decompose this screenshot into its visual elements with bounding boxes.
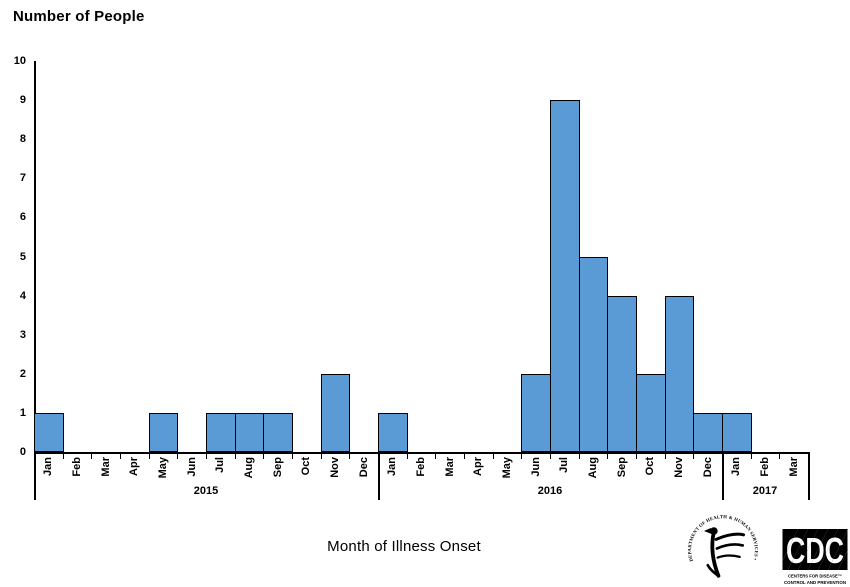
y-tick-label-10: 10 [13, 55, 26, 67]
cdc-sub-line1: CENTERS FOR DISEASE™ [788, 574, 842, 579]
y-tick-label-8: 8 [19, 133, 26, 146]
x-tick-label-2016-aug: Aug [587, 457, 599, 479]
x-tick-label-2015-dec: Dec [357, 457, 370, 478]
year-separator-2015 [378, 452, 380, 500]
month-tick [206, 454, 207, 459]
month-tick [464, 454, 465, 459]
month-tick [607, 454, 609, 459]
year-separator-2017 [808, 452, 810, 500]
x-tick-label-2017-feb: Feb [759, 457, 771, 477]
month-tick [750, 454, 752, 459]
x-axis-title: Month of Illness Onset [327, 538, 481, 555]
bar-2016-oct [636, 373, 666, 452]
bar-2016-aug [578, 256, 609, 452]
bar-2016-dec [693, 412, 723, 452]
cdc-logo: CDC CENTERS FOR DISEASE™ CONTROL AND PRE… [782, 528, 848, 585]
x-tick-label-2016-jul: Jul [558, 457, 571, 473]
month-tick [550, 454, 551, 459]
bar-2016-jan [378, 412, 408, 452]
month-tick [91, 454, 93, 459]
y-tick-label-9: 9 [19, 94, 26, 107]
month-tick [693, 454, 695, 459]
month-tick [292, 454, 293, 459]
month-tick [148, 454, 150, 459]
y-tick-label-6: 6 [19, 211, 26, 224]
bar-2016-sep [607, 295, 637, 452]
bar-2016-nov [664, 295, 695, 452]
x-tick-label-2015-sep: Sep [271, 457, 284, 478]
x-tick-label-2017-jan: Jan [730, 457, 743, 476]
x-tick-label-2016-apr: Apr [472, 457, 485, 476]
x-axis-line [34, 452, 810, 454]
y-tick-label-7: 7 [19, 172, 26, 185]
year-label-2016: 2016 [537, 485, 563, 497]
month-tick [521, 454, 523, 459]
month-tick [62, 454, 64, 459]
bar-2015-sep [263, 412, 293, 452]
x-tick-label-2016-mar: Mar [443, 457, 456, 477]
x-tick-label-2015-aug: Aug [243, 457, 255, 479]
y-tick-label-2: 2 [19, 367, 26, 380]
x-tick-label-2016-jan: Jan [386, 457, 399, 476]
year-label-2015: 2015 [193, 485, 219, 497]
hhs-eagle-icon [706, 529, 746, 578]
year-label-2017: 2017 [752, 485, 778, 497]
bar-2016-jul [550, 100, 580, 452]
y-axis-title: Number of People [13, 8, 145, 25]
y-tick-label-4: 4 [19, 289, 26, 302]
x-tick-label-2016-oct: Oct [644, 457, 657, 476]
hhs-eagle-head-icon [704, 527, 718, 535]
x-tick-label-2015-feb: Feb [71, 457, 83, 477]
month-tick [177, 454, 179, 459]
month-tick [664, 454, 666, 459]
bar-2015-jul [206, 412, 236, 452]
bar-2015-may [148, 412, 179, 452]
month-tick [234, 454, 236, 459]
month-tick [435, 454, 437, 459]
month-tick [636, 454, 637, 459]
x-tick-label-2015-jul: Jul [214, 457, 227, 473]
x-tick-label-2015-jan: Jan [42, 457, 55, 476]
y-axis-line [34, 61, 36, 500]
x-tick-label-2016-sep: Sep [615, 457, 628, 478]
cdc-logo-box [782, 529, 848, 570]
x-tick-label-2016-may: May [501, 457, 513, 479]
bar-2017-jan [722, 412, 752, 452]
month-tick [406, 454, 408, 459]
month-tick [263, 454, 265, 459]
x-tick-label-2015-jun: Jun [185, 457, 198, 477]
x-tick-label-2015-nov: Nov [329, 457, 341, 478]
month-tick [120, 454, 121, 459]
month-tick [779, 454, 781, 459]
y-tick-label-0: 0 [19, 446, 26, 458]
x-tick-label-2016-dec: Dec [701, 457, 714, 478]
x-tick-label-2016-feb: Feb [415, 457, 427, 477]
year-separator-2016 [722, 452, 724, 500]
y-tick-label-3: 3 [19, 328, 26, 341]
bar-2015-nov [320, 373, 351, 452]
month-tick [349, 454, 351, 459]
x-tick-label-2015-mar: Mar [99, 457, 112, 477]
x-tick-label-2016-jun: Jun [529, 457, 542, 477]
hhs-logo: DEPARTMENT OF HEALTH & HUMAN SERVICES • … [683, 512, 758, 578]
cdc-hatching [782, 528, 848, 571]
bar-2015-jan [34, 412, 64, 452]
bar-2016-jun [521, 373, 551, 452]
month-tick [320, 454, 322, 459]
y-tick-label-1: 1 [19, 406, 26, 419]
x-tick-label-2017-mar: Mar [787, 457, 800, 477]
month-tick [578, 454, 580, 459]
x-tick-label-2016-nov: Nov [673, 457, 685, 478]
cdc-sub-line2: CONTROL AND PREVENTION [784, 580, 847, 585]
y-tick-label-5: 5 [19, 250, 26, 263]
month-tick [492, 454, 494, 459]
x-tick-label-2015-apr: Apr [128, 457, 141, 476]
bar-2015-aug [234, 412, 265, 452]
x-tick-label-2015-oct: Oct [300, 457, 313, 476]
x-tick-label-2015-may: May [157, 457, 169, 479]
